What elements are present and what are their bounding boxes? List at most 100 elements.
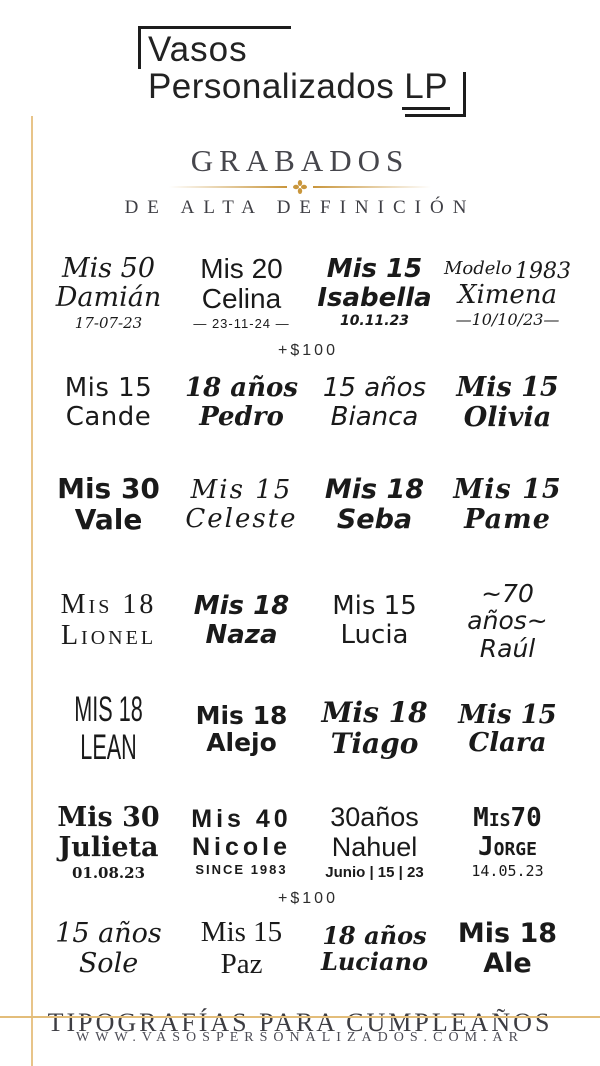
sample-text: Nicole [191, 832, 292, 861]
sample-text: Mis 20 [200, 252, 283, 284]
font-sample-jorge: Mis70 Jorge 14.05.23 [441, 804, 574, 880]
sample-text: Mis 15 [458, 699, 557, 730]
sample-text: ~70 años~ [467, 578, 548, 636]
sample-text: Vale [74, 502, 143, 536]
sample-text: Mis 18 [193, 591, 290, 622]
sample-text: Mis 15 [453, 473, 562, 505]
sample-text: Alejo [206, 728, 277, 758]
sample-text: Mis 18 [324, 473, 425, 505]
sample-word: Modelo [443, 258, 513, 280]
font-sample-olivia: Mis 15 Olivia [441, 373, 574, 432]
font-sample-damian: Mis 50 Damián 17-07-23 [42, 253, 175, 333]
sample-text: Lionel [60, 619, 157, 651]
sample-text: Mis 18 [60, 589, 157, 621]
font-sample-bianca: 15 años Bianca [308, 374, 441, 431]
sample-text: Mis 30 [57, 471, 160, 505]
font-sample-sole: 15 años Sole [42, 919, 175, 978]
sample-text: Mis 18 [457, 918, 558, 950]
sample-text: Naza [205, 619, 278, 650]
sample-text: Paz [220, 948, 263, 981]
font-sample-julieta: Mis 30 Julieta 01.08.23 [42, 803, 175, 881]
samples-row-5: MIS 18 LEAN Mis 18 Alejo Mis 18 Tiago Mi… [42, 688, 574, 770]
sample-text: 15 años [322, 373, 427, 403]
sample-text: Lucia [340, 619, 409, 650]
samples-row-7: 15 años Sole Mis 15 Paz 18 años Luciano … [42, 914, 574, 984]
sample-text: Cande [65, 401, 152, 432]
page-subtitle: DE ALTA DEFINICIÓN [124, 196, 476, 218]
sample-text: Mis 18 [195, 700, 288, 730]
sample-date: — 23-11-24 — [193, 316, 290, 332]
sample-text: Mis 15 [332, 591, 417, 622]
font-sample-alejo: Mis 18 Alejo [175, 702, 308, 757]
sample-date: Junio | 15 | 23 [325, 863, 424, 881]
sample-text: Nahuel [331, 831, 418, 862]
logo-word: Personalizados [147, 67, 395, 106]
sample-text: Mis 18 [321, 696, 428, 730]
font-sample-luciano: 18 años Luciano [308, 920, 441, 976]
samples-row-3: Mis 30 Vale Mis 15 Celeste Mis 18 Seba M… [42, 470, 574, 540]
sample-text: Sole [78, 948, 139, 980]
sample-narrow-wrap: MIS 18 LEAN [74, 691, 142, 768]
font-sample-vale: Mis 30 Vale [42, 471, 175, 536]
sample-text: Tiago [330, 727, 419, 761]
font-sample-raul: ~70 años~ Raúl [441, 578, 574, 663]
logo-bracket-top-left [137, 26, 291, 69]
sample-text: Seba [336, 503, 413, 535]
font-sample-lean: MIS 18 LEAN [42, 691, 175, 768]
sample-text: Bianca [330, 401, 419, 432]
footer-gold-rule [0, 1016, 600, 1018]
left-gold-rule [31, 116, 33, 1066]
logo-line1: Vasos [147, 30, 248, 69]
samples-row-1: Mis 50 Damián 17-07-23 Mis 20 Celina — 2… [42, 248, 574, 338]
sample-text: Ximena [457, 279, 558, 310]
sample-text: Julieta [58, 831, 159, 863]
sample-date: SINCE 1983 [195, 862, 288, 878]
sample-text: Mis 15 [200, 916, 283, 949]
samples-row-4: Mis 18 Lionel Mis 18 Naza Mis 15 Lucia ~… [42, 578, 574, 663]
font-sample-cande: Mis 15 Cande [42, 374, 175, 431]
sample-text: 18 años [185, 373, 298, 403]
samples-row-2: Mis 15 Cande 18 años Pedro 15 años Bianc… [42, 368, 574, 438]
font-sample-paz: Mis 15 Paz [175, 916, 308, 981]
sample-text: 30años [330, 802, 419, 833]
font-sample-celina: Mis 20 Celina — 23-11-24 — [175, 252, 308, 332]
font-sample-tiago: Mis 18 Tiago [308, 696, 441, 761]
samples-row-6: Mis 30 Julieta 01.08.23 Mis 40 Nicole SI… [42, 798, 574, 886]
cross-ornament-icon [293, 179, 307, 194]
sample-text: Celeste [185, 503, 298, 534]
logo-bracket-bottom-right [405, 72, 467, 118]
sample-text: Pame [464, 503, 551, 535]
sample-text: Mis70 [473, 803, 542, 834]
sample-date: —10/10/23— [455, 310, 560, 330]
price-note: +$100 [278, 890, 338, 908]
logo-line2: Personalizados LP [147, 67, 451, 110]
sample-text: Clara [468, 728, 547, 759]
font-sample-nahuel: 30años Nahuel Junio | 15 | 23 [308, 802, 441, 881]
sample-text: 15 años [55, 918, 162, 950]
logo-suffix: LP [402, 67, 451, 110]
sample-text: Mis 15 [190, 475, 293, 505]
sample-date: 10.11.23 [339, 313, 410, 330]
font-sample-pedro: 18 años Pedro [175, 374, 308, 431]
sample-text: Olivia [463, 401, 552, 433]
bottom-caption: TIPOGRAFÍAS PARA CUMPLEAÑOS [47, 1008, 553, 1038]
page-title: GRABADOS [190, 143, 410, 179]
header: GRABADOS DE ALTA DEFINICIÓN [0, 145, 600, 219]
sample-date: 17-07-23 [74, 314, 143, 333]
sample-text: Raúl [479, 633, 536, 663]
font-sample-ximena: Modelo 1983 Ximena —10/10/23— [441, 256, 574, 328]
font-sample-seba: Mis 18 Seba [308, 475, 441, 534]
divider-line-left [169, 185, 287, 188]
sample-text: LEAN [80, 729, 137, 768]
sample-date: 14.05.23 [471, 862, 544, 881]
font-sample-celeste: Mis 15 Celeste [175, 476, 308, 533]
sample-text: Modelo 1983 [441, 256, 574, 284]
font-sample-isabella: Mis 15 Isabella 10.11.23 [308, 255, 441, 330]
sample-text: 18 años [322, 920, 427, 950]
brand-logo: Vasos Personalizados LP [137, 26, 467, 118]
divider-line-right [313, 185, 431, 188]
sample-text: Mis 15 [326, 254, 423, 285]
sample-text: Mis 40 [191, 805, 292, 834]
sample-text: Jorge [477, 831, 537, 862]
